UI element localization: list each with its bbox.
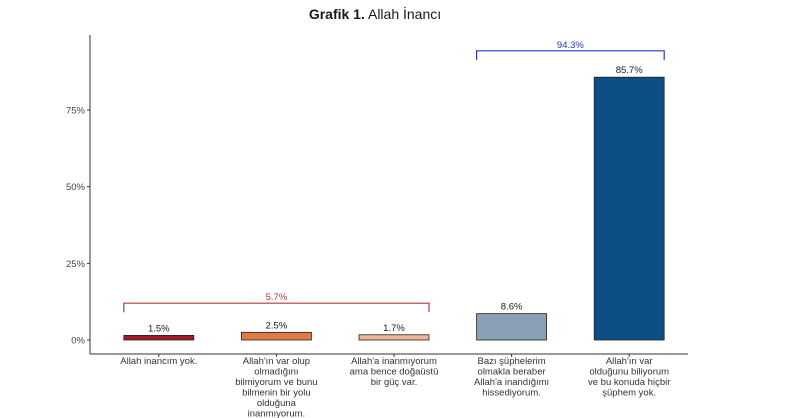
bar — [123, 334, 195, 341]
y-tick-label: 0% — [71, 336, 85, 347]
bracket-label: 5.7% — [266, 292, 288, 303]
x-category-label: Bazı şüphelerim — [478, 356, 546, 367]
x-category-label: ama bence doğaüstü — [350, 367, 439, 378]
data-label: 1.5% — [148, 323, 170, 334]
y-tick-label: 25% — [66, 259, 86, 270]
bar — [240, 331, 312, 341]
x-category-label: hissediyorum. — [482, 388, 541, 399]
x-category-label: olmadığını — [254, 367, 298, 378]
data-label: 1.7% — [383, 323, 405, 334]
x-category-label: olduğunu biliyorum — [589, 367, 669, 378]
x-category-label: Allah'ın var olup — [243, 356, 310, 367]
x-category-label: Allah inancım yok. — [120, 356, 197, 367]
chart-title-bold: Grafik 1. — [308, 6, 365, 22]
bar — [593, 76, 665, 341]
bracket — [476, 50, 665, 60]
data-label: 8.6% — [501, 302, 523, 313]
x-category-label: ve bu konuda hiçbir — [588, 377, 670, 388]
x-category-label: inanmıyorum. — [248, 409, 306, 418]
y-tick-label: 50% — [66, 182, 86, 193]
x-category-label: Allah'a inandığımı — [474, 377, 549, 388]
bar — [358, 334, 430, 341]
bracket — [123, 302, 430, 313]
chart-title-text: Allah İnancı — [367, 6, 442, 22]
x-category-label: bir güç var. — [371, 377, 417, 388]
x-category-label: Allah'ın var — [606, 356, 653, 367]
y-tick-label: 75% — [66, 106, 86, 117]
x-category-label: bilmiyorum ve bunu — [235, 377, 317, 388]
chart-title: Grafik 1. Allah İnancı — [0, 6, 750, 22]
x-category-label: olmakla beraber — [478, 367, 546, 378]
x-category-label: olduğuna — [257, 398, 297, 409]
bar — [476, 313, 548, 341]
data-label: 85.7% — [616, 65, 643, 76]
x-category-label: Allah'a inanmıyorum — [351, 356, 437, 367]
data-label: 2.5% — [266, 320, 288, 331]
x-category-label: bilmenin bir yolu — [242, 388, 311, 399]
bracket-label: 94.3% — [557, 40, 584, 51]
x-category-label: şüphem yok. — [602, 388, 656, 399]
